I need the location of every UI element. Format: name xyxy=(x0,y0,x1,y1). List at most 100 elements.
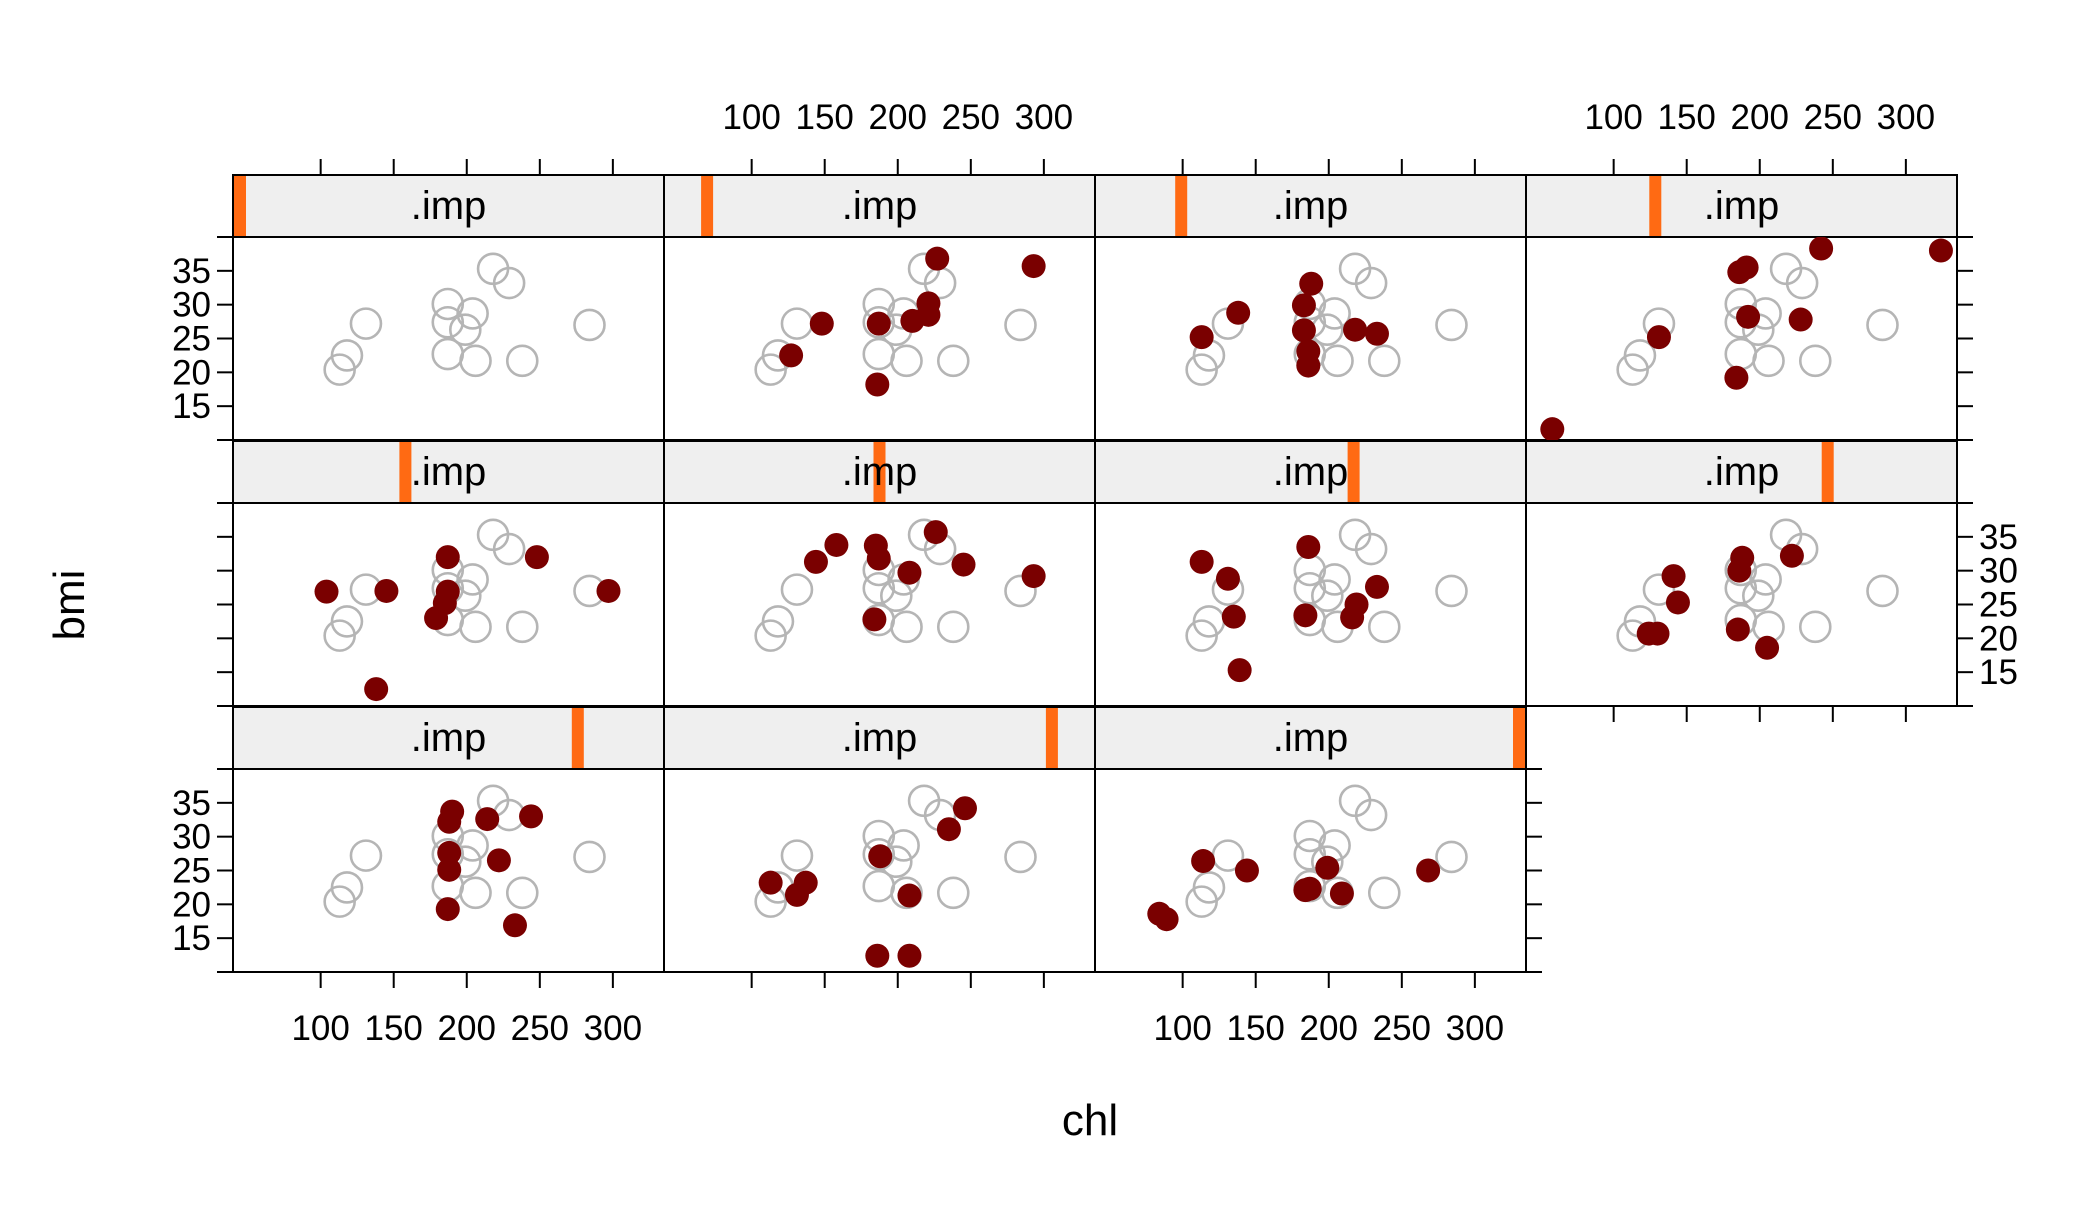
observed-point xyxy=(1785,266,1819,300)
observed-point xyxy=(349,839,383,872)
y-axis-label: bmi xyxy=(45,570,94,641)
x-tick-label: 150 xyxy=(796,98,854,137)
imputed-point xyxy=(951,552,976,577)
observed-point xyxy=(936,610,970,644)
observed-point xyxy=(449,313,482,347)
observed-point xyxy=(459,876,492,910)
y-tick-label: 30 xyxy=(172,286,211,325)
observed-point xyxy=(1866,308,1899,342)
x-tick-label: 300 xyxy=(1015,98,1073,137)
x-axis-label: chl xyxy=(1062,1096,1118,1145)
x-tick-label: 250 xyxy=(942,98,1000,137)
strip-level-marker xyxy=(234,176,246,236)
strip-background xyxy=(232,706,665,770)
imputed-point xyxy=(1344,592,1369,617)
y-tick-label: 15 xyxy=(172,919,211,958)
panel-points xyxy=(1147,784,1468,932)
imputed-point xyxy=(1293,603,1318,628)
x-tick-label: 100 xyxy=(1153,1009,1211,1048)
imputed-point xyxy=(936,817,961,842)
imputed-point xyxy=(364,677,389,702)
imputed-point xyxy=(865,372,890,397)
strip-label: .imp xyxy=(842,184,918,228)
strip-level-marker xyxy=(1045,708,1058,768)
panel-9: .imp xyxy=(663,706,1096,988)
x-tick-label: 300 xyxy=(1877,98,1935,137)
imputed-point xyxy=(1416,858,1441,883)
observed-point xyxy=(459,610,492,644)
imputed-point xyxy=(1364,574,1389,599)
y-tick-label: 20 xyxy=(172,885,211,924)
imputed-point xyxy=(809,311,834,336)
imputed-point xyxy=(1154,907,1179,932)
imputed-point xyxy=(1226,300,1251,325)
imputed-point xyxy=(866,311,891,336)
strip-level-marker xyxy=(1649,176,1662,236)
imputed-point xyxy=(1928,238,1953,263)
imputed-point xyxy=(1364,321,1389,346)
imputed-point xyxy=(952,796,977,821)
y-tick-label: 35 xyxy=(1979,518,2018,557)
panel-points xyxy=(323,252,606,386)
strip-background xyxy=(663,706,1096,770)
imputed-point xyxy=(1291,293,1316,318)
observed-point xyxy=(862,305,896,339)
observed-point xyxy=(1004,574,1037,608)
panel-10: .imp 100 150 200 250 300 xyxy=(1094,706,1542,1048)
imputed-point xyxy=(923,520,948,545)
panel-points xyxy=(754,246,1046,397)
observed-point xyxy=(431,305,465,339)
strip-label: .imp xyxy=(411,716,487,760)
x-tick-label: 200 xyxy=(438,1009,496,1048)
imputed-point xyxy=(374,578,399,603)
strip-background xyxy=(232,174,665,238)
strip-background xyxy=(1094,440,1527,504)
strip-background xyxy=(1525,174,1958,238)
strip-label: .imp xyxy=(1273,716,1349,760)
observed-point xyxy=(1749,563,1782,596)
imputed-point xyxy=(1234,858,1259,883)
panel-2: .imp xyxy=(1094,159,1527,441)
imputed-point xyxy=(596,578,621,603)
imputed-point xyxy=(865,943,890,968)
imputed-point xyxy=(437,857,462,882)
imputed-point xyxy=(897,943,922,968)
imputed-point xyxy=(824,532,849,557)
imputed-point xyxy=(1215,566,1240,591)
observed-point xyxy=(890,876,923,910)
imputed-point xyxy=(1661,564,1686,589)
observed-point xyxy=(862,571,896,605)
x-tick-label: 150 xyxy=(365,1009,423,1048)
panel-5: .imp xyxy=(663,440,1096,707)
imputed-point xyxy=(1221,604,1246,629)
imputed-point xyxy=(1724,365,1749,390)
x-tick-label: 250 xyxy=(1804,98,1862,137)
imputed-point xyxy=(437,840,462,865)
observed-point xyxy=(1354,798,1388,832)
observed-point xyxy=(505,344,539,378)
panel-4: .imp xyxy=(217,440,665,707)
x-tick-label: 250 xyxy=(511,1009,569,1048)
imputed-point xyxy=(519,804,544,829)
x-tick-label: 200 xyxy=(1731,98,1789,137)
strip-level-marker xyxy=(701,176,714,236)
y-tick-label: 30 xyxy=(172,818,211,857)
imputed-point xyxy=(502,913,527,938)
imputed-point xyxy=(1189,549,1214,574)
imputed-point xyxy=(1645,621,1670,646)
panel-points xyxy=(1185,252,1468,386)
panel-points xyxy=(314,518,621,702)
observed-point xyxy=(349,307,383,340)
imputed-point xyxy=(916,302,941,327)
y-tick-label: 30 xyxy=(1979,552,2018,591)
observed-point xyxy=(887,829,920,862)
observed-point xyxy=(1642,573,1676,606)
x-tick-label: 100 xyxy=(291,1009,349,1048)
x-tick-label: 300 xyxy=(1446,1009,1504,1048)
imputed-point xyxy=(524,545,549,570)
observed-point xyxy=(1318,563,1351,596)
observed-point xyxy=(1866,574,1899,608)
imputed-point xyxy=(862,607,887,632)
